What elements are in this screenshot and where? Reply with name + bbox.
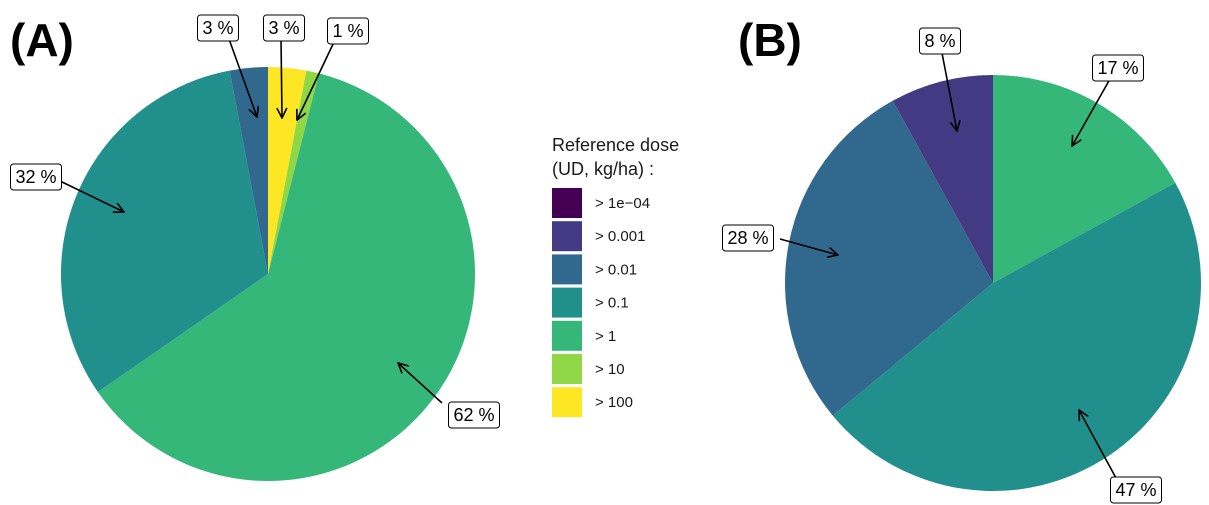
pie-b-slice-label: 47 % (1115, 480, 1156, 500)
pie-a-label-arrow (59, 180, 124, 212)
panel-b-title: (B) (738, 14, 802, 66)
legend-label: > 10 (595, 361, 625, 378)
pie-a-label-arrow (398, 363, 443, 404)
pie-slice (832, 182, 1201, 491)
pie-b-slice-label: 17 % (1097, 58, 1138, 78)
pie-b-label-box (1092, 54, 1144, 82)
legend-label: > 1 (595, 328, 616, 345)
pie-a-slice-label: 32 % (15, 167, 56, 187)
pie-a-label-arrow (281, 37, 282, 118)
pie-b-label-arrow (941, 52, 957, 131)
legend-swatch (552, 387, 582, 418)
legend-title-line2: (UD, kg/ha) : (552, 159, 654, 179)
pie-a-label-box (448, 401, 500, 429)
pie-b-label-box (1110, 476, 1162, 504)
pie-a-label-box (10, 163, 62, 191)
pie-a-label-arrow (297, 41, 335, 120)
legend-swatch (552, 221, 582, 252)
pie-slice (785, 100, 993, 416)
legend-label: > 1e−04 (595, 195, 650, 212)
pie-b-label-box (722, 224, 774, 252)
pie-a-slice-label: 62 % (453, 405, 494, 425)
pie-a-slice-label: 1 % (332, 21, 363, 41)
pie-slice (229, 67, 268, 274)
legend-title-line1: Reference dose (552, 135, 679, 155)
pie-b-slice-label: 8 % (924, 31, 955, 51)
pie-slice (60, 70, 268, 392)
legend-swatch (552, 354, 582, 384)
pie-slice (892, 75, 993, 283)
pie-chart-b (785, 75, 1201, 491)
pie-b-labels: 17 % 47 % 28 % 8 % (722, 27, 1162, 504)
pie-b-slice-label: 28 % (727, 228, 768, 248)
pie-a-label-box (263, 14, 305, 42)
pie-slice (993, 75, 1176, 283)
legend-label: > 0.001 (595, 228, 645, 245)
pie-a-label-arrow (228, 38, 257, 117)
pie-slice (97, 73, 475, 482)
legend-swatch (552, 320, 582, 351)
pie-chart-a (60, 66, 475, 482)
pie-a-label-box (197, 14, 239, 42)
pie-b-label-box (919, 27, 961, 55)
pie-a-labels: 3 % 1 % 62 % 32 % 3 % (10, 14, 500, 429)
legend-label: > 100 (595, 394, 633, 411)
legend-swatch (552, 188, 582, 218)
legend-items: > 1e−04 > 0.001 > 0.01 > 0.1 > 1 > 10 > 100 (552, 188, 650, 418)
pie-a-slice-label: 3 % (268, 18, 299, 38)
legend-swatch (552, 254, 582, 285)
pie-a-slice-label: 3 % (202, 18, 233, 38)
legend: Reference dose (UD, kg/ha) : > 1e−04 > 0.… (552, 135, 679, 418)
legend-label: > 0.1 (595, 295, 629, 312)
legend-label: > 0.01 (595, 261, 637, 278)
pie-a-label-box (327, 17, 369, 45)
legend-swatch (552, 287, 582, 318)
pie-b-label-arrow (1079, 410, 1117, 479)
pie-b-label-arrow (1072, 78, 1111, 146)
panel-a-title: (A) (10, 14, 74, 66)
pie-b-label-arrow (779, 238, 838, 255)
